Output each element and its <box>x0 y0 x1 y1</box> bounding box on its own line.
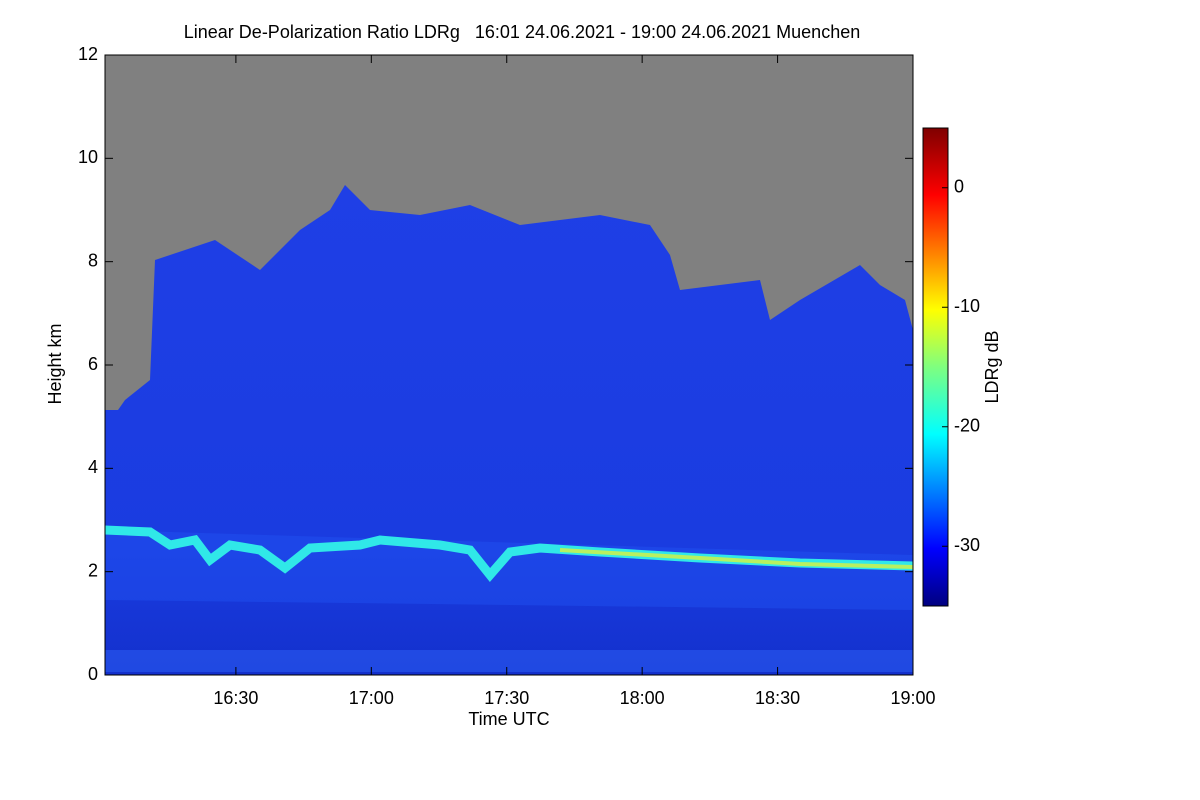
colorbar-tick-label: -20 <box>954 416 980 436</box>
colorbar-tick-label: -30 <box>954 535 980 555</box>
heatmap-image <box>104 55 914 675</box>
y-tick-label: 8 <box>88 250 98 270</box>
colorbar-tick-label: 0 <box>954 177 964 197</box>
y-axis-label: Height km <box>45 323 65 404</box>
chart-title: Linear De-Polarization Ratio LDRg 16:01 … <box>184 22 860 42</box>
colorbar <box>922 127 949 607</box>
y-tick-label: 0 <box>88 664 98 684</box>
y-tick-label: 12 <box>78 44 98 64</box>
x-axis-label: Time UTC <box>468 709 549 729</box>
colorbar-label: LDRg dB <box>982 330 1002 403</box>
x-tick-label: 17:30 <box>484 688 529 708</box>
x-tick-label: 18:00 <box>620 688 665 708</box>
x-tick-label: 18:30 <box>755 688 800 708</box>
y-tick-label: 10 <box>78 147 98 167</box>
colorbar-tick-label: -10 <box>954 296 980 316</box>
x-tick-label: 16:30 <box>213 688 258 708</box>
y-tick-label: 2 <box>88 560 98 580</box>
y-tick-label: 6 <box>88 354 98 374</box>
x-tick-label: 19:00 <box>890 688 935 708</box>
y-tick-label: 4 <box>88 457 98 477</box>
x-tick-label: 17:00 <box>349 688 394 708</box>
